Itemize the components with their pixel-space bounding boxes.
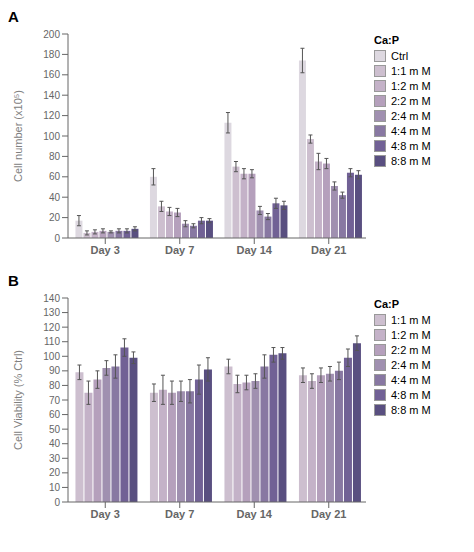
svg-text:30: 30 xyxy=(49,453,61,464)
html-text:1:2 m M: 1:2 m M xyxy=(391,329,431,341)
svg-text:Day 7: Day 7 xyxy=(165,508,194,520)
svg-text:Cell Viability (% Ctrl): Cell Viability (% Ctrl) xyxy=(12,350,24,450)
svg-text:120: 120 xyxy=(43,322,60,333)
svg-text:0: 0 xyxy=(54,497,60,508)
svg-text:120: 120 xyxy=(43,110,60,121)
html-text:Ca:P: Ca:P xyxy=(374,298,400,310)
svg-text:40: 40 xyxy=(49,438,61,449)
svg-text:Day 14: Day 14 xyxy=(237,244,273,256)
html-text:B: B xyxy=(8,272,19,289)
svg-text:110: 110 xyxy=(44,336,60,347)
svg-text:200: 200 xyxy=(43,29,60,40)
html-text:Ca:P: Ca:P xyxy=(374,34,400,46)
html-text:2:4 m M: 2:4 m M xyxy=(391,110,431,122)
svg-text:80: 80 xyxy=(49,380,61,391)
html-text:2:4 m M: 2:4 m M xyxy=(391,359,431,371)
svg-text:Day 3: Day 3 xyxy=(91,244,120,256)
svg-text:70: 70 xyxy=(49,395,61,406)
html-text:4:8 m M: 4:8 m M xyxy=(391,389,431,401)
svg-text:10: 10 xyxy=(49,482,61,493)
svg-text:Day 3: Day 3 xyxy=(91,508,120,520)
html-text:8:8 m M: 8:8 m M xyxy=(391,404,431,416)
svg-text:50: 50 xyxy=(49,424,61,435)
svg-text:Cell number (x10⁵): Cell number (x10⁵) xyxy=(12,90,24,182)
html-text:1:1 m M: 1:1 m M xyxy=(391,314,431,326)
html-text:4:4 m M: 4:4 m M xyxy=(391,125,431,137)
svg-text:130: 130 xyxy=(43,307,60,318)
html-text:1:1 m M: 1:1 m M xyxy=(391,65,431,77)
html-text:2:2 m M: 2:2 m M xyxy=(391,95,431,107)
html-text:A: A xyxy=(8,8,19,25)
svg-text:90: 90 xyxy=(49,365,61,376)
svg-text:20: 20 xyxy=(49,467,61,478)
svg-text:Day 21: Day 21 xyxy=(311,244,346,256)
svg-text:Day 14: Day 14 xyxy=(237,508,273,520)
html-text:2:2 m M: 2:2 m M xyxy=(391,344,431,356)
svg-text:80: 80 xyxy=(49,151,61,162)
svg-text:140: 140 xyxy=(43,293,60,304)
html-text:Ctrl: Ctrl xyxy=(391,50,409,62)
svg-text:Day 21: Day 21 xyxy=(311,508,346,520)
svg-text:140: 140 xyxy=(43,90,60,101)
svg-text:20: 20 xyxy=(49,212,61,223)
svg-text:Day 7: Day 7 xyxy=(165,244,194,256)
svg-text:0: 0 xyxy=(54,233,60,244)
svg-text:160: 160 xyxy=(43,69,60,80)
html-text:8:8 m M: 8:8 m M xyxy=(391,155,431,167)
svg-text:60: 60 xyxy=(49,409,61,420)
html-text:4:8 m M: 4:8 m M xyxy=(391,140,431,152)
svg-text:60: 60 xyxy=(49,171,61,182)
svg-text:40: 40 xyxy=(49,192,61,203)
svg-text:180: 180 xyxy=(43,49,60,60)
html-text:1:2 m M: 1:2 m M xyxy=(391,80,431,92)
html-text:4:4 m M: 4:4 m M xyxy=(391,374,431,386)
svg-text:100: 100 xyxy=(43,131,60,142)
svg-text:100: 100 xyxy=(43,351,60,362)
